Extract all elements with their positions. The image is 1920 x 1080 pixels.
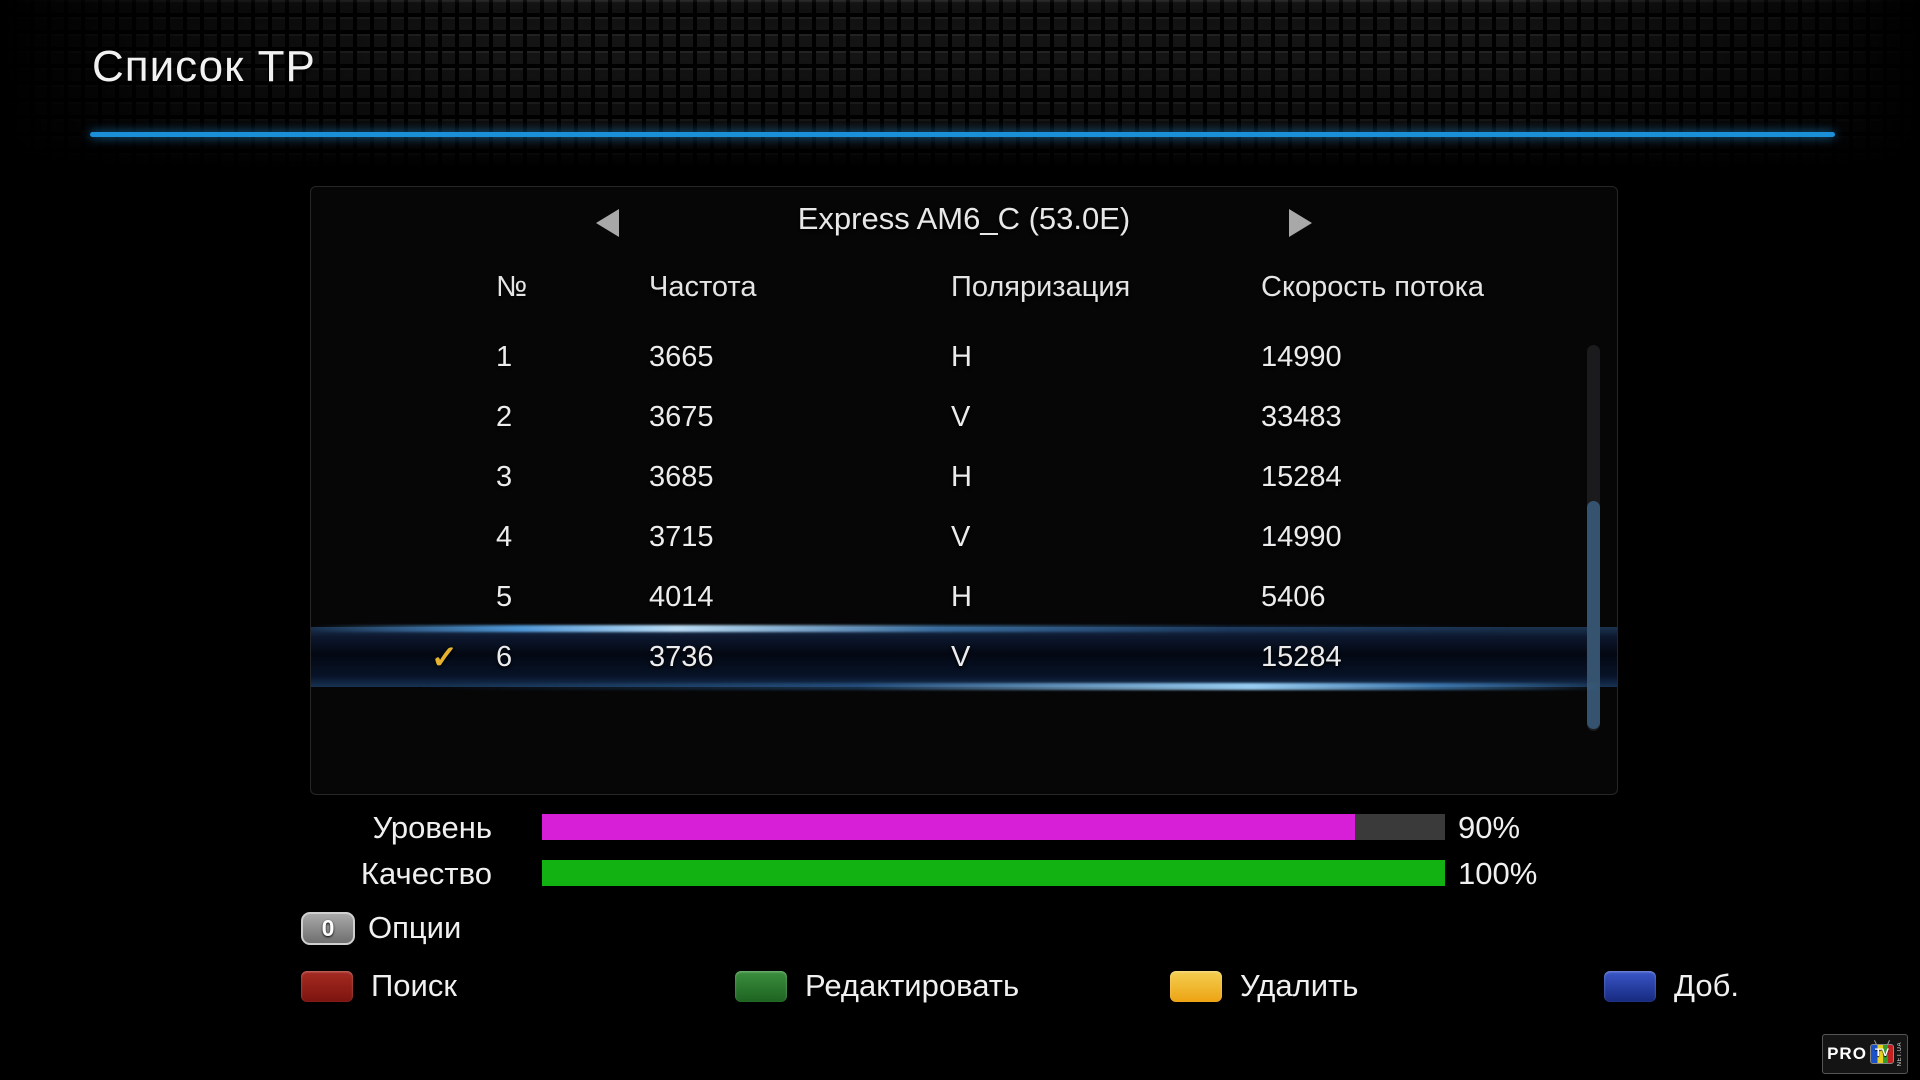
row-number: 6: [496, 640, 513, 673]
level-bar: [542, 814, 1445, 840]
table-header: № Частота Поляризация Скорость потока: [311, 265, 1591, 309]
level-label: Уровень: [372, 810, 492, 845]
row-symbol-rate: 14990: [1261, 340, 1342, 373]
level-percent: 90%: [1458, 810, 1521, 845]
quality-bar: [542, 860, 1445, 886]
red-key-icon[interactable]: [301, 971, 353, 1002]
quality-label: Качество: [360, 856, 492, 891]
row-number: 5: [496, 580, 513, 613]
row-frequency: 3685: [649, 460, 714, 493]
logo-tv-icon: TV: [1869, 1044, 1894, 1064]
row-polarization: V: [951, 640, 971, 673]
next-satellite-arrow-icon[interactable]: [1289, 209, 1312, 237]
edit-label: Редактировать: [805, 968, 1020, 1003]
row-polarization: H: [951, 580, 972, 613]
row-number: 1: [496, 340, 513, 373]
scrollbar-track[interactable]: [1587, 345, 1600, 731]
table-row[interactable]: 1 3665 H 14990: [311, 327, 1617, 387]
logo-netua-text: NET.UA: [1896, 1041, 1903, 1067]
column-frequency: Частота: [649, 270, 757, 303]
table-row-selected[interactable]: ✓ 6 3736 V 15284: [311, 627, 1617, 687]
green-key-icon[interactable]: [735, 971, 787, 1002]
add-label: Доб.: [1674, 968, 1739, 1003]
protv-logo: PRO TV NET.UA: [1822, 1034, 1908, 1074]
table-row[interactable]: 5 4014 H 5406: [311, 567, 1617, 627]
column-polarization: Поляризация: [951, 270, 1131, 303]
row-frequency: 4014: [649, 580, 714, 613]
check-icon: ✓: [431, 639, 458, 675]
row-polarization: V: [951, 400, 971, 433]
table-row[interactable]: 3 3685 H 15284: [311, 447, 1617, 507]
row-symbol-rate: 33483: [1261, 400, 1342, 433]
satellite-name: Express AM6_C (53.0E): [797, 201, 1131, 236]
row-polarization: V: [951, 520, 971, 553]
row-polarization: H: [951, 340, 972, 373]
table-row[interactable]: 4 3715 V 14990: [311, 507, 1617, 567]
row-symbol-rate: 15284: [1261, 640, 1342, 673]
row-number: 3: [496, 460, 513, 493]
column-number: №: [496, 270, 528, 303]
blue-key-icon[interactable]: [1604, 971, 1656, 1002]
options-label: Опции: [368, 910, 462, 945]
quality-percent: 100%: [1458, 856, 1538, 891]
table-body: 1 3665 H 14990 2 3675 V 33483 3 3685 H 1…: [311, 327, 1617, 687]
quality-bar-fill: [542, 860, 1445, 886]
row-polarization: H: [951, 460, 972, 493]
delete-label: Удалить: [1240, 968, 1359, 1003]
logo-pro-text: PRO: [1827, 1044, 1867, 1063]
row-frequency: 3665: [649, 340, 714, 373]
background-tile-pattern: [0, 0, 1920, 168]
row-number: 2: [496, 400, 513, 433]
row-symbol-rate: 5406: [1261, 580, 1326, 613]
row-frequency: 3675: [649, 400, 714, 433]
yellow-key-icon[interactable]: [1170, 971, 1222, 1002]
row-frequency: 3736: [649, 640, 714, 673]
satellite-header: Express AM6_C (53.0E): [311, 201, 1617, 245]
column-symbol-rate: Скорость потока: [1261, 270, 1485, 303]
page-title: Список ТР: [92, 42, 316, 91]
row-symbol-rate: 15284: [1261, 460, 1342, 493]
key-0-button[interactable]: 0: [301, 912, 355, 945]
scrollbar-thumb[interactable]: [1587, 501, 1600, 729]
title-divider: [90, 132, 1835, 137]
row-symbol-rate: 14990: [1261, 520, 1342, 553]
table-row[interactable]: 2 3675 V 33483: [311, 387, 1617, 447]
row-frequency: 3715: [649, 520, 714, 553]
transponder-panel: Express AM6_C (53.0E) № Частота Поляриза…: [310, 186, 1618, 795]
level-bar-fill: [542, 814, 1355, 840]
search-label: Поиск: [371, 968, 457, 1003]
row-number: 4: [496, 520, 513, 553]
prev-satellite-arrow-icon[interactable]: [596, 209, 619, 237]
